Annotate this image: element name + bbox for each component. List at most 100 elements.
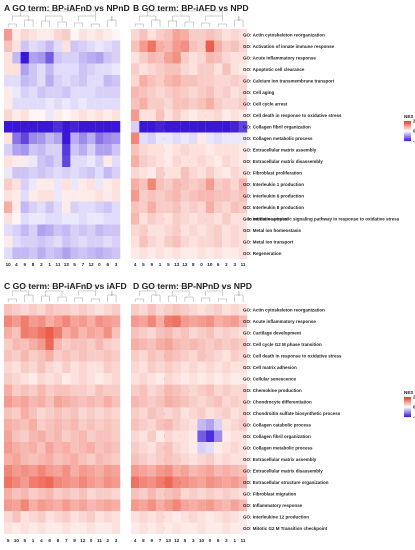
heatmap-cell [230,407,239,420]
heatmap-cell [180,167,190,179]
heatmap-cell [222,52,231,64]
heatmap-cell [37,190,46,202]
heatmap-cell [87,384,96,397]
heatmap-cell [139,63,148,76]
column-label: 8 [32,262,35,267]
heatmap-cell [70,499,79,512]
heatmap-cell [70,63,79,76]
heatmap-cell [222,190,231,202]
heatmap-cell [20,488,29,500]
heatmap-cell [197,178,206,191]
heatmap-cell [197,132,206,145]
heatmap-cell [238,315,248,328]
heatmap-cell [230,488,239,500]
heatmap-cell [4,86,13,99]
heatmap-cell [205,121,215,133]
heatmap-cell [12,476,21,489]
column-label: 13 [174,262,180,267]
heatmap-cell [214,29,223,41]
heatmap-cell [45,327,54,339]
heatmap-cell [205,144,215,156]
heatmap-cell [214,132,223,145]
heatmap-cell [164,442,173,454]
heatmap-cell [131,338,140,351]
heatmap-cell [111,373,121,385]
dendrogram-branch [205,290,223,296]
heatmap-cell [180,499,190,512]
heatmap-cell [155,453,165,466]
heatmap-cell [180,224,190,237]
heatmap-cell [62,350,71,362]
heatmap-cell [131,75,140,87]
heatmap-cell [139,86,148,99]
heatmap-cell [197,327,206,339]
heatmap-cell [214,384,223,397]
heatmap-cell [131,327,140,339]
heatmap-cell [164,63,173,76]
heatmap-cell [53,155,63,168]
heatmap-panel-a: A GO term: BP-iAFnD vs NPnDGO: Actin cyt… [4,3,288,267]
heatmap-cell [238,109,248,122]
heatmap-cell [12,201,21,214]
heatmap-cell [62,384,71,397]
row-label: GO: Collagen fibril organization [243,124,311,129]
heatmap-cell [95,384,104,397]
heatmap-cell [37,315,46,328]
heatmap-cell [180,511,190,523]
heatmap-cell [238,338,248,351]
heatmap-cell [53,430,63,443]
heatmap-cell [139,190,148,202]
heatmap-cell [95,121,104,133]
heatmap-cell [45,430,54,443]
heatmap-cell [230,465,239,477]
heatmap-cell [95,86,104,99]
heatmap-cell [20,476,29,489]
heatmap-cell [20,315,29,328]
heatmap-cell [189,453,198,466]
heatmap-cell [37,327,46,339]
heatmap-cell [180,522,190,535]
heatmap-cell [131,224,140,237]
heatmap-cell [238,373,248,385]
heatmap-cell [205,327,215,339]
heatmap-cell [20,465,29,477]
heatmap-cell [230,155,239,168]
heatmap-cell [20,29,29,41]
dendrogram-branch [139,290,157,296]
heatmap-cell [238,86,248,99]
heatmap-cell [28,304,38,316]
heatmap-cell [131,430,140,443]
heatmap-cell [53,522,63,535]
legend-title: NES [404,114,413,119]
heatmap-cell [164,213,173,225]
heatmap-cell [189,109,198,122]
legend-swatch [404,406,411,408]
heatmap-cell [78,338,88,351]
row-label: GO: Collagen catabolic process [243,422,312,427]
heatmap-cell [189,201,198,214]
heatmap-cell [45,361,54,374]
heatmap-cell [111,86,121,99]
heatmap-cell [164,476,173,489]
heatmap-cell [238,29,248,41]
heatmap-cell [53,190,63,202]
heatmap-cell [20,63,29,76]
heatmap-cell [103,453,112,466]
heatmap-cell [95,75,104,87]
heatmap-cell [189,338,198,351]
dendrogram-branch [41,20,50,27]
heatmap-cell [103,338,112,351]
heatmap-cell [111,201,121,214]
heatmap-cell [180,442,190,454]
heatmap-cell [4,350,13,362]
heatmap-cell [70,396,79,408]
heatmap-cell [45,442,54,454]
legend-swatch [404,138,411,140]
heatmap-cell [87,499,96,512]
heatmap-cell [62,304,71,316]
heatmap-cell [197,75,206,87]
heatmap-cell [189,396,198,408]
heatmap-cell [87,201,96,214]
heatmap-cell [4,178,13,191]
